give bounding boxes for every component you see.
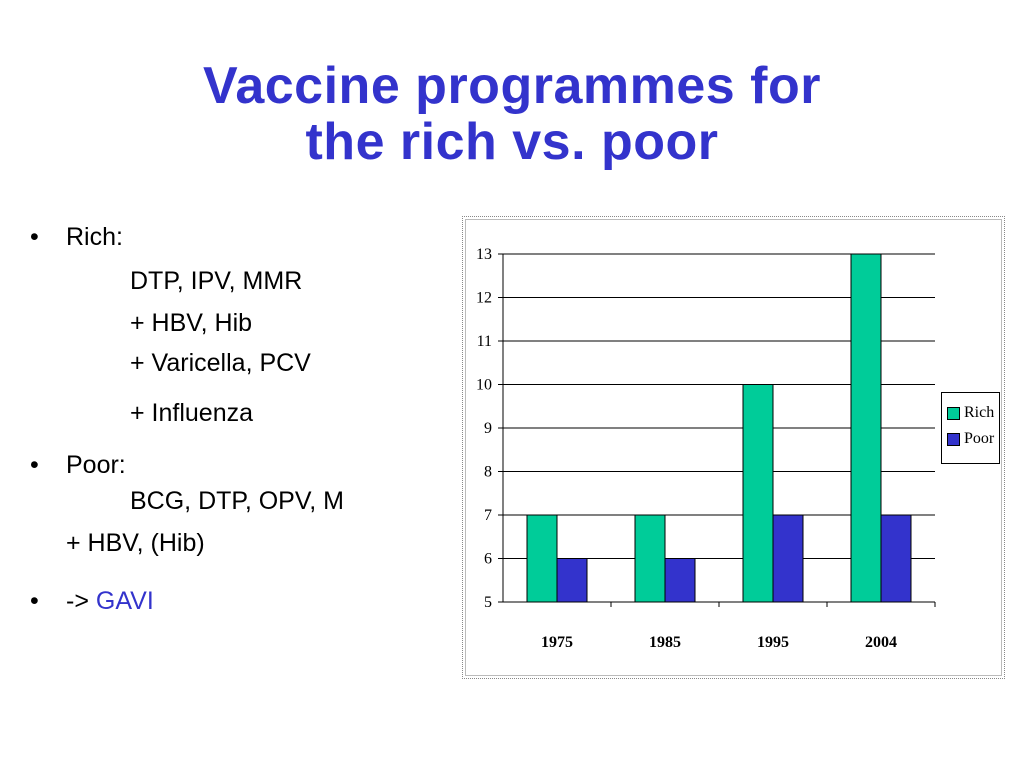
y-tick-label: 5 [484,594,492,611]
bar-rich-1975 [526,514,558,603]
bar-rich-1995 [742,384,774,603]
gavi-link[interactable]: GAVI [95,587,154,615]
y-tick-label: 10 [476,377,492,394]
y-tick-label: 9 [484,420,492,437]
title-line-2: the rich vs. poor [305,113,719,171]
title-line-1: Vaccine programmes for [203,57,821,115]
bar-poor-1975 [556,558,588,603]
bullet-rich-marker: • [30,223,39,251]
rich-line-2: + HBV, Hib [130,309,253,337]
y-tick-label: 8 [484,464,492,481]
legend-swatch-rich [947,406,960,420]
chart-legend: Rich Poor [941,392,1000,464]
poor-line-1: BCG, DTP, OPV, M [130,487,344,515]
rich-line-4: + Influenza [130,399,254,427]
bullet-rich-label: Rich: [66,223,123,251]
poor-line-2: + HBV, (Hib) [66,529,205,557]
slide-title: Vaccine programmes for the rich vs. poor [0,58,1024,170]
bullet-gavi-marker: • [30,587,39,615]
y-tick-label: 11 [477,333,492,350]
y-tick-label: 7 [484,507,492,524]
gavi-line: -> GAVI [66,586,154,616]
y-tick-label: 12 [476,290,492,307]
bar-poor-1985 [664,558,696,603]
legend-item-poor: Poor [947,429,994,449]
x-tick-label: 1995 [757,634,789,651]
bar-rich-1985 [634,514,666,603]
legend-item-rich: Rich [947,403,994,423]
x-tick-label: 1975 [541,634,573,651]
legend-label-rich: Rich [964,404,995,421]
y-tick-label: 6 [484,551,492,568]
legend-label-poor: Poor [964,430,995,447]
rich-line-1: DTP, IPV, MMR [130,267,303,295]
bar-rich-2004 [850,253,882,603]
bullet-poor-marker: • [30,451,39,479]
y-tick-label: 13 [476,246,492,263]
bar-poor-2004 [880,514,912,603]
legend-swatch-poor [947,432,960,446]
bar-poor-1995 [772,514,804,603]
bullet-poor-label: Poor: [66,451,126,479]
rich-line-3: + Varicella, PCV [130,349,311,377]
x-tick-label: 2004 [865,634,897,651]
gavi-arrow: -> [66,587,89,615]
x-tick-label: 1985 [649,634,681,651]
